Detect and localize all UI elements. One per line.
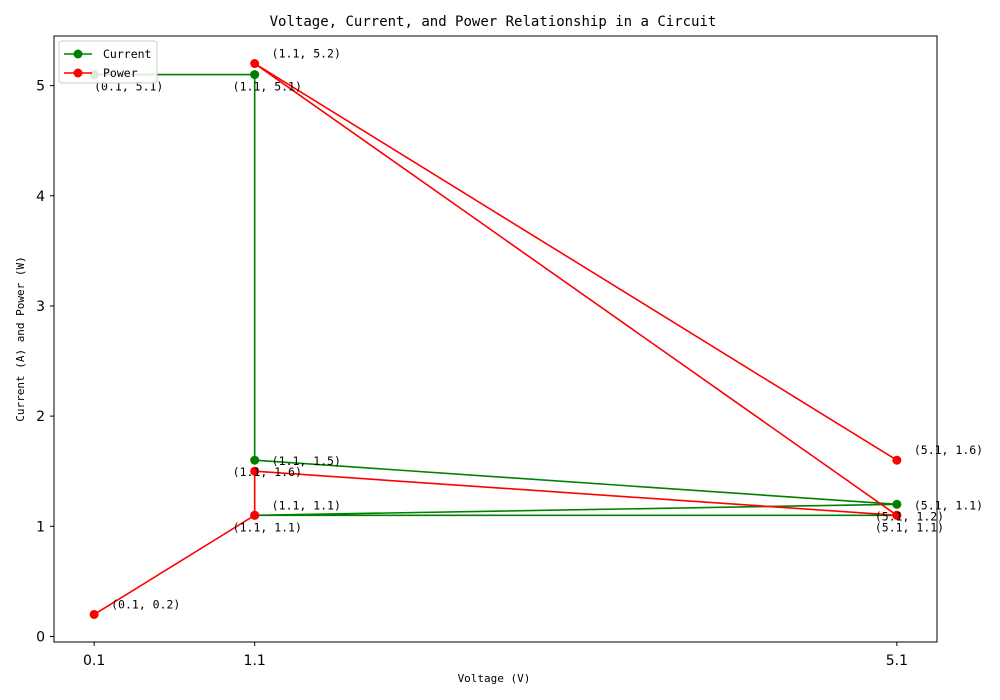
y-tick-label: 0 — [36, 629, 45, 645]
data-point-power — [250, 510, 260, 520]
data-label: (1.1, 1.5) — [272, 454, 341, 468]
x-tick-label: 1.1 — [244, 653, 266, 669]
y-axis: 0 1 2 3 4 5 — [36, 79, 54, 645]
x-tick-label: 5.1 — [886, 653, 908, 669]
annotation-layer: (0.1, 5.1) (1.1, 5.1)(1.1, 1.6)(5.1, 1.2)… — [94, 47, 983, 612]
data-label: (1.1, 1.1) — [272, 498, 341, 512]
data-label: (5.1, 1.1) — [875, 520, 944, 534]
series-layer — [89, 59, 902, 619]
data-label: (0.1, 0.2) — [111, 597, 180, 611]
x-axis: 0.1 1.1 5.1 — [83, 642, 908, 669]
data-point-power — [892, 455, 902, 465]
legend-label-current: Current — [103, 47, 151, 61]
y-tick-label: 3 — [36, 299, 45, 315]
data-label: (1.1, 1.6) — [233, 465, 302, 479]
data-label: (1.1, 5.1) — [233, 80, 302, 94]
y-tick-label: 1 — [36, 519, 45, 535]
x-tick-label: 0.1 — [83, 653, 105, 669]
legend-marker-current — [73, 49, 83, 59]
data-point-current — [250, 455, 260, 465]
x-axis-label: Voltage (V) — [458, 672, 531, 685]
data-label: (1.1, 5.2) — [272, 47, 341, 61]
y-tick-label: 4 — [36, 189, 45, 205]
data-label: (5.1, 1.2) — [875, 509, 944, 523]
y-tick-label: 2 — [36, 409, 45, 425]
legend: Current Power — [58, 40, 158, 84]
y-axis-label: Current (A) and Power (W) — [14, 256, 27, 422]
data-label: (5.1, 1.6) — [914, 443, 983, 457]
chart-title: Voltage, Current, and Power Relationship… — [270, 14, 717, 30]
series-line-current — [94, 73, 898, 517]
plot-frame — [53, 35, 938, 643]
data-point-power — [892, 510, 902, 520]
legend-label-power: Power — [103, 66, 138, 80]
legend-marker-power — [73, 68, 83, 78]
data-label: (5.1, 1.1) — [914, 498, 983, 512]
data-point-current — [250, 70, 260, 80]
data-point-power — [250, 59, 260, 69]
data-point-power — [250, 466, 260, 476]
y-tick-label: 5 — [36, 79, 45, 95]
data-label: (1.1, 1.1) — [233, 520, 302, 534]
data-point-power — [89, 609, 99, 619]
data-point-current — [892, 499, 902, 509]
series-line-power — [93, 62, 898, 616]
